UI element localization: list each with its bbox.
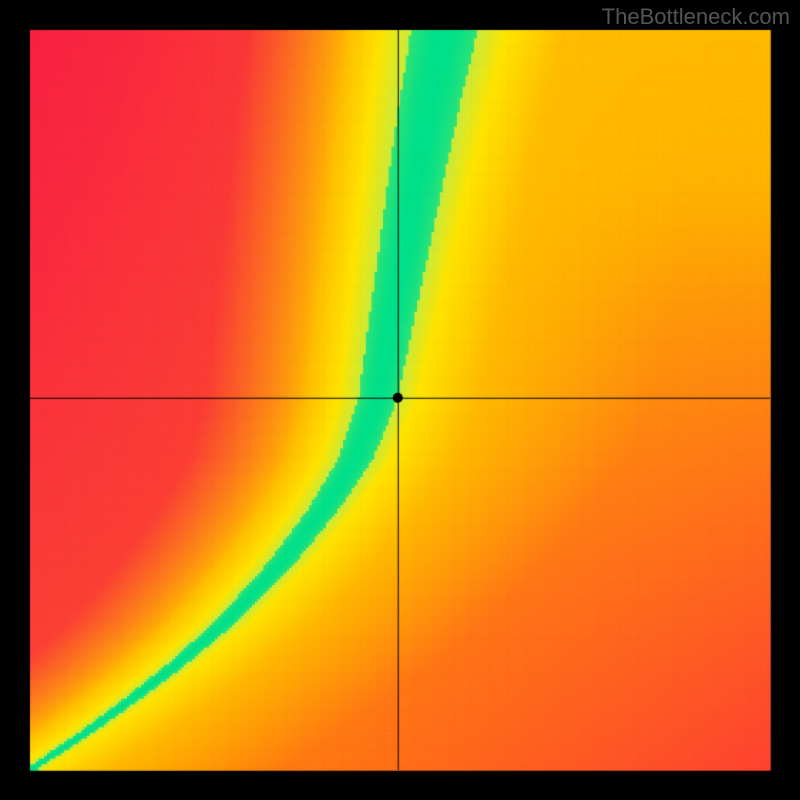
chart-container: TheBottleneck.com — [0, 0, 800, 800]
bottleneck-heatmap — [0, 0, 800, 800]
watermark-text: TheBottleneck.com — [602, 4, 790, 30]
